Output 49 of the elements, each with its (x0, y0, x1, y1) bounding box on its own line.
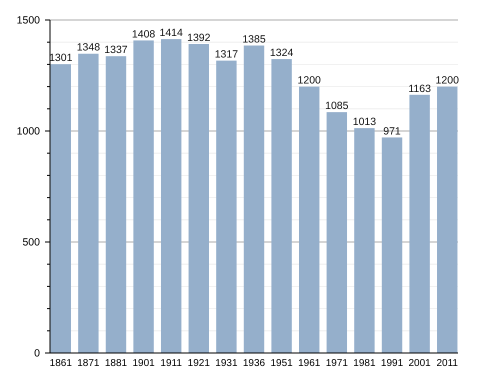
x-tick-label: 1951 (270, 358, 294, 369)
bar (271, 59, 292, 353)
bar (160, 39, 182, 353)
data-label: 1200 (298, 74, 322, 87)
bar (188, 44, 210, 353)
x-tick-label: 1921 (188, 358, 210, 369)
data-label: 1337 (104, 44, 128, 56)
data-label: 1317 (214, 48, 238, 61)
bar (409, 94, 430, 353)
y-tick-label: 1000 (16, 126, 40, 138)
data-label: 1163 (408, 82, 432, 95)
bar (298, 86, 320, 353)
x-tick-label: 1871 (77, 358, 100, 369)
bar (216, 60, 237, 353)
x-tick-label: 1861 (50, 358, 72, 369)
x-tick-label: 2001 (408, 358, 432, 369)
data-label: 1085 (325, 100, 349, 112)
data-label: 971 (383, 125, 401, 138)
bar (244, 46, 264, 353)
x-tick-label: 1931 (215, 358, 238, 369)
bar (354, 128, 375, 353)
data-label: 1408 (132, 28, 156, 40)
x-tick-label: 1961 (298, 358, 321, 369)
x-tick-label: 1971 (326, 358, 348, 369)
data-label: 1414 (160, 27, 184, 40)
y-tick-label: 1500 (16, 14, 40, 27)
x-tick-label: 1901 (132, 358, 156, 369)
data-label: 1348 (76, 42, 100, 54)
x-tick-label: 2011 (436, 358, 458, 369)
data-label: 1200 (436, 74, 460, 87)
x-tick-label: 1936 (242, 358, 266, 369)
x-tick-label: 1981 (353, 358, 376, 369)
bar (326, 112, 348, 353)
data-label: 1301 (49, 52, 73, 64)
data-label: 1013 (352, 116, 376, 128)
y-tick-label: 500 (22, 236, 40, 249)
bar (78, 54, 99, 353)
y-tick-label: 0 (34, 348, 40, 360)
x-tick-label: 1881 (104, 358, 128, 369)
bar (106, 56, 126, 353)
x-tick-label: 1911 (160, 358, 182, 369)
bar (382, 137, 402, 353)
data-label: 1385 (242, 34, 266, 46)
data-label: 1392 (187, 32, 211, 44)
bar (133, 40, 154, 353)
x-tick-label: 1991 (380, 358, 404, 369)
bar (437, 86, 458, 353)
bar (50, 64, 71, 353)
data-label: 1324 (270, 47, 294, 60)
